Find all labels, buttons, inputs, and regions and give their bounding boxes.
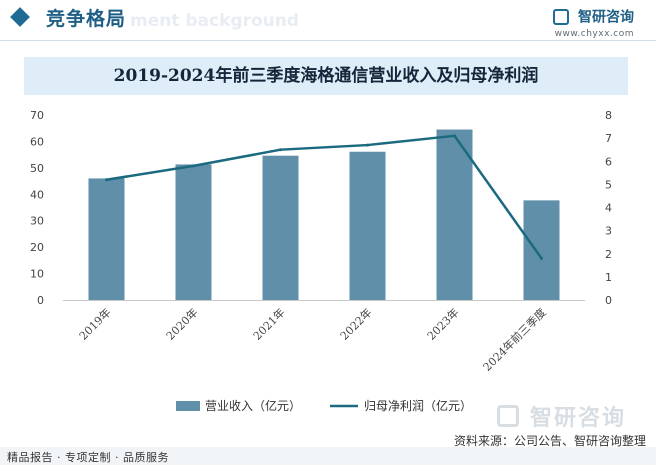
line-point — [540, 256, 543, 260]
y-right-tick-label: 6 — [605, 155, 612, 168]
y-left-tick-label: 10 — [30, 268, 44, 281]
x-tick-label: 2021年 — [250, 305, 287, 342]
line-point — [105, 178, 108, 182]
bar — [262, 155, 299, 300]
watermark-logo-icon — [496, 405, 519, 427]
y-left-tick-label: 50 — [30, 162, 44, 175]
chart-title-band: 2019-2024年前三季度海格通信营业收入及归母净利润 — [24, 57, 628, 95]
y-left-tick-label: 20 — [30, 241, 44, 254]
chart-title: 2019-2024年前三季度海格通信营业收入及归母净利润 — [113, 66, 539, 86]
y-left-tick-label: 70 — [30, 109, 44, 122]
x-tick-label: 2023年 — [424, 305, 461, 342]
brand-name: 智研咨询 — [578, 9, 634, 26]
top-bar: 竞争格局 ment background 智研咨询 www.chyxx.com — [0, 0, 656, 40]
footer-strip — [0, 447, 656, 465]
bar — [436, 129, 473, 300]
line-point — [279, 148, 282, 152]
legend-line-label: 归母净利润（亿元） — [364, 398, 472, 413]
y-right-tick-label: 2 — [605, 248, 612, 261]
y-right-tick-label: 8 — [605, 109, 612, 122]
y-right-tick-label: 4 — [605, 202, 612, 215]
y-left-tick-label: 0 — [37, 294, 44, 307]
legend-bar-swatch — [176, 401, 200, 411]
profit-line — [106, 134, 543, 260]
ghost-background-text: ment background — [130, 11, 300, 31]
x-tick-label: 2024年前三季度 — [480, 305, 549, 374]
section-title: 竞争格局 — [46, 8, 127, 30]
legend-bar-label: 营业收入（亿元） — [205, 398, 301, 413]
line-point — [192, 164, 195, 168]
y-right-tick-label: 3 — [605, 225, 612, 238]
y-left-tick-label: 40 — [30, 188, 44, 201]
brand-url: www.chyxx.com — [554, 28, 634, 39]
bar — [175, 164, 212, 300]
x-tick-label: 2022年 — [337, 305, 374, 342]
x-tick-label: 2020年 — [163, 305, 200, 342]
footer-text: 精品报告 · 专项定制 · 品质服务 — [7, 451, 169, 464]
line-point — [366, 143, 369, 147]
bar — [88, 178, 125, 300]
y-left-tick-label: 60 — [30, 135, 44, 148]
x-tick-label: 2019年 — [76, 305, 113, 342]
y-left-tick-label: 30 — [30, 215, 44, 228]
y-right-tick-label: 0 — [605, 294, 612, 307]
brand-logo-icon — [552, 8, 569, 25]
header-divider — [0, 40, 656, 41]
watermark-name: 智研咨询 — [529, 406, 626, 431]
line-point — [453, 134, 456, 138]
y-right-tick-label: 5 — [605, 178, 612, 191]
watermark-logo: 智研咨询 — [496, 400, 626, 432]
source-text: 资料来源：公司公告、智研咨询整理 — [453, 434, 646, 448]
brand: 智研咨询 www.chyxx.com — [552, 6, 634, 39]
bar — [349, 151, 386, 300]
y-right-tick-label: 1 — [605, 271, 612, 284]
bar — [523, 200, 560, 300]
y-right-tick-label: 7 — [605, 132, 612, 145]
